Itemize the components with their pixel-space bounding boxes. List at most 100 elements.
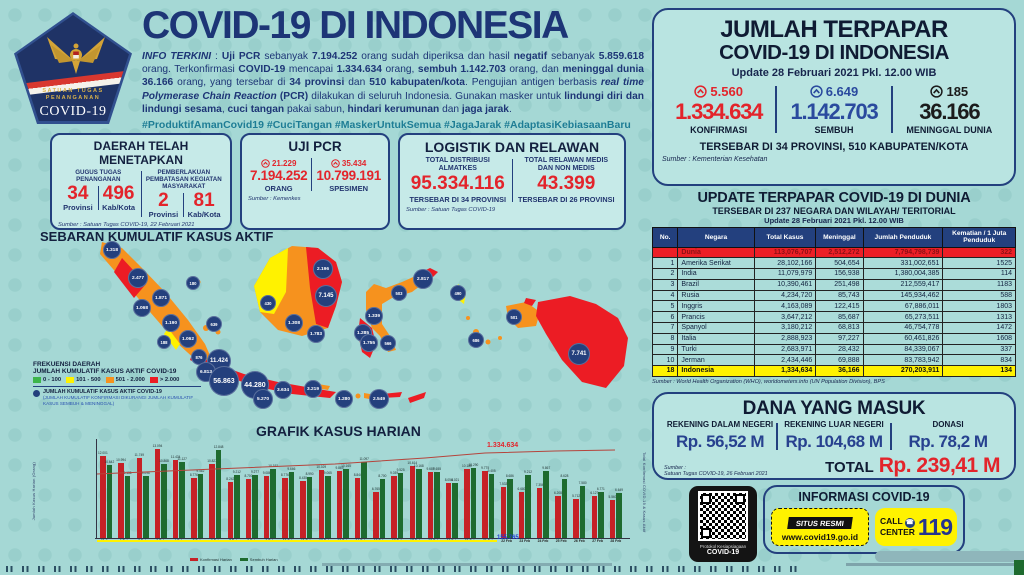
bar [234,475,240,538]
table-cell: Jerman [677,354,755,367]
table-cell: 60,461,826 [862,332,944,345]
map-bubble: 1.280 [335,390,353,408]
map-bubble: 566 [380,335,396,351]
sembuh-delta: 6.649 [825,83,859,99]
bar [154,449,161,538]
bar [598,492,604,538]
informasi-title: INFORMASI COVID-19 [798,490,930,504]
call-center-button[interactable]: CALL CENTER 119 [875,508,957,546]
panel-uji-source: Sumber : Kemenkes [248,196,301,203]
bar-group: 6.680 9.212 23 Feb [517,470,533,543]
bar [525,475,531,538]
bar [270,469,276,538]
table-cell: 337 [942,343,1016,356]
bar [427,472,434,538]
panel-daerah: DAERAH TELAH MENETAPKAN GUGUS TUGAS PENA… [50,133,232,230]
map-bubble: 1.062 [179,330,197,348]
sembuh-label: SEMBUH [814,124,854,135]
logo-org-line2: PENANGANAN [45,95,101,101]
table-cell: 84,339,067 [862,343,944,356]
x-tick-label: 23 Feb [519,539,531,543]
panel-logistik-source: Sumber : Satuan Tugas COVID-19 [406,206,496,213]
table-cell: 28,102,166 [753,257,817,270]
bar [409,466,416,538]
table-cell: 8 [651,332,679,345]
map-bubble: 503 [391,285,407,301]
situs-resmi-button[interactable]: SITUS RESMI www.covid19.go.id [771,508,869,546]
x-tick-label: 22 Feb [501,539,512,543]
table-cell: Brazil [677,278,755,291]
table-cell: 85,743 [815,289,864,302]
bar [136,458,142,538]
satgas-covid19-logo: SATUAN TUGAS PENANGANAN COVID-19 [14,12,132,124]
bar [391,476,397,538]
table-row: 4 Rusia 4,234,720 85,743 145,934,462 588 [651,289,1016,302]
table-cell: 1 [651,257,679,270]
panel-daerah-title: DAERAH TELAH MENETAPKAN [93,139,189,167]
map-bubble: 1.190 [162,314,180,332]
uji-value: 10.799.191 [316,168,381,183]
panel-logistik: LOGISTIK DAN RELAWAN TOTAL DISTRIBUSI AL… [398,133,626,230]
table-cell: Amerika Serikat [677,257,755,270]
bar [306,477,313,538]
bar [536,488,543,538]
dana-label: DONASI [932,420,964,429]
table-cell: 2,888,923 [753,332,817,345]
up-arrow-icon [694,84,708,98]
table-cell: 4,163,089 [753,300,817,313]
chart-title: GRAFIK KASUS HARIAN [256,423,421,439]
map-bubble: 56.863 [209,366,239,396]
x-tick-label: 26 Feb [574,539,585,543]
stat-value: 81 [193,190,215,212]
legend-item: > 2.000 [149,377,179,383]
chart-y-axis [96,439,97,539]
konfirmasi-value: 1.334.634 [675,98,763,124]
logistik-value: 43.399 [537,173,596,195]
panel-uji-pcr: UJI PCR 21.229 7.194.252 ORANG 35.434 10… [240,133,390,230]
table-row: 6 Prancis 3,647,212 85,687 65,273,511 1313 [651,311,1016,323]
stat-value: 496 [102,183,135,205]
dana-total-label: TOTAL [825,459,874,476]
table-cell: 4,234,720 [753,289,817,302]
map-bubble: 430 [260,295,276,311]
table-header-cell: Meninggal [815,227,864,248]
table-cell: 1472 [942,321,1016,334]
panel-dana: DANA YANG MASUK REKENING DALAM NEGERI Rp… [652,392,1016,480]
table-row: 3 Brazil 10,390,461 251,498 212,559,417 1183 [651,278,1016,291]
uji-unit: SPESIMEN [329,184,369,194]
uji-unit: ORANG [264,184,293,194]
table-cell: Turki [677,343,755,356]
situs-resmi-label: SITUS RESMI [787,516,853,529]
bar [543,471,549,538]
qr-code[interactable] [698,491,748,541]
bar [573,499,579,538]
dana-value: Rp. 78,2 M [908,432,988,451]
threshold-line [97,540,497,542]
qr-card[interactable]: Protokol Kesiapsiagaan COVID-19 [689,486,757,562]
map-bubble: 5.270 [253,389,273,409]
table-cell: 504,654 [815,257,864,270]
bar [464,469,470,538]
corner-accent [1014,560,1024,575]
cumulative-total-label: 1.334.634 [487,442,519,449]
bar [227,482,234,538]
dana-total-value: Rp. 239,41 M [878,454,1001,477]
table-cell: 68,813 [815,321,864,334]
bubble-note-2: (JUMLAH KUMULATIF KONFIRMASI DIKURANGI J… [43,395,194,406]
bar [100,456,106,538]
table-cell: Dunia [677,246,755,259]
bar [143,476,149,538]
bar [591,496,598,538]
table-cell: 1,380,004,385 [862,268,944,280]
situs-url[interactable]: www.covid19.go.id [781,532,859,542]
bar [245,479,252,538]
table-cell: Italia [677,332,755,345]
bar [124,476,131,538]
